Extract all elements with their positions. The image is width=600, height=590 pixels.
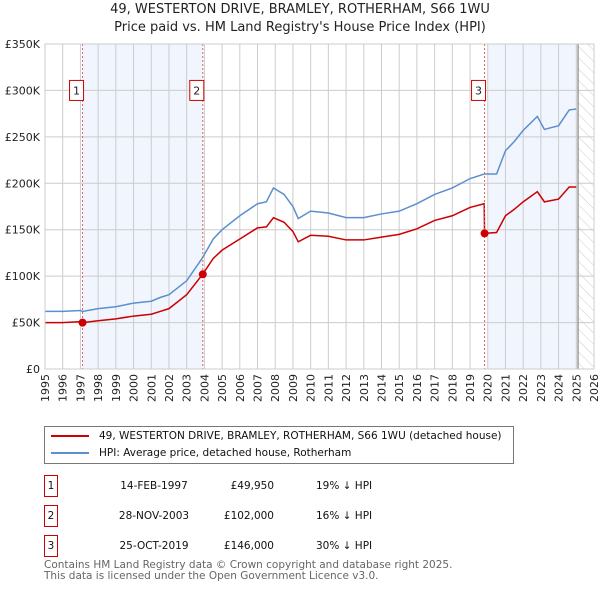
legend-label: 49, WESTERTON DRIVE, BRAMLEY, ROTHERHAM,… [99, 430, 502, 442]
sale-price: £146,000 [223, 540, 274, 552]
y-tick-label: £0 [26, 363, 40, 376]
x-tick-label: 2011 [322, 374, 335, 402]
x-tick-label: 2021 [499, 374, 512, 402]
x-tick-label: 1999 [110, 374, 123, 402]
y-tick-label: £250K [5, 131, 41, 144]
x-tick-label: 2003 [181, 374, 194, 402]
x-tick-label: 2016 [411, 374, 424, 402]
x-tick-label: 2023 [535, 374, 548, 402]
x-tick-label: 2006 [234, 374, 247, 402]
x-tick-label: 2001 [145, 374, 158, 402]
x-tick-label: 2020 [482, 374, 495, 402]
sale-number: 1 [44, 475, 58, 497]
sale-label-box [69, 79, 85, 101]
hpi-line [45, 108, 577, 313]
x-tick-label: 2010 [305, 374, 318, 402]
x-tick-label: 2019 [464, 374, 477, 402]
y-tick-label: £50K [12, 317, 41, 330]
x-tick-label: 2024 [553, 374, 566, 402]
sale-row: 3 25-OCT-2019 £146,000 30% ↓ HPI [44, 535, 504, 557]
shaded-region [487, 44, 579, 369]
x-tick-label: 1998 [92, 374, 105, 402]
footer-licence: This data is licensed under the Open Gov… [44, 570, 379, 582]
sale-date: 28-NOV-2003 [118, 510, 190, 522]
x-tick-label: 2004 [198, 374, 211, 402]
x-tick-label: 2018 [446, 374, 459, 402]
x-tick-label: 2007 [252, 374, 265, 402]
x-tick-label: 2026 [588, 374, 600, 402]
sale-label: 3 [475, 84, 482, 97]
sale-price: £102,000 [223, 510, 274, 522]
chart-title: 49, WESTERTON DRIVE, BRAMLEY, ROTHERHAM,… [110, 2, 490, 17]
legend-swatch-red [51, 435, 89, 437]
sale-number: 3 [44, 535, 58, 557]
sale-point [78, 318, 87, 327]
x-tick-label: 2014 [375, 374, 388, 402]
sale-point [480, 229, 489, 238]
sale-number: 2 [44, 505, 58, 527]
x-tick-label: 2015 [393, 374, 406, 402]
x-tick-label: 2022 [517, 374, 530, 402]
x-tick-label: 2009 [287, 374, 300, 402]
x-tick-label: 1996 [57, 374, 70, 402]
sale-date: 25-OCT-2019 [119, 540, 189, 552]
sale-label: 2 [193, 84, 200, 97]
sale-hpi-diff: 30% ↓ HPI [316, 540, 373, 552]
x-tick-label: 2017 [429, 374, 442, 402]
y-tick-label: £300K [5, 84, 41, 97]
legend-item-property: 49, WESTERTON DRIVE, BRAMLEY, ROTHERHAM,… [51, 427, 502, 445]
x-tick-label: 2005 [216, 374, 229, 402]
sale-label-box [189, 79, 205, 101]
x-tick-label: 2025 [570, 374, 583, 402]
legend-swatch-blue [51, 452, 89, 454]
sale-hpi-diff: 16% ↓ HPI [316, 510, 373, 522]
forecast-hatch [578, 44, 594, 369]
sale-point [198, 270, 207, 279]
legend-label: HPI: Average price, detached house, Roth… [99, 447, 352, 459]
y-tick-label: £100K [5, 270, 41, 283]
sale-row: 1 14-FEB-1997 £49,950 19% ↓ HPI [44, 475, 504, 497]
legend-item-hpi: HPI: Average price, detached house, Roth… [51, 444, 351, 462]
sale-price: £49,950 [230, 480, 274, 492]
x-tick-label: 1995 [39, 374, 52, 402]
chart-subtitle: Price paid vs. HM Land Registry's House … [114, 20, 486, 35]
footer: Contains HM Land Registry data © Crown c… [44, 560, 452, 582]
y-tick-label: £350K [5, 38, 41, 51]
sale-date: 14-FEB-1997 [120, 480, 188, 492]
x-tick-label: 2008 [269, 374, 282, 402]
y-tick-label: £200K [5, 177, 41, 190]
sale-row: 2 28-NOV-2003 £102,000 16% ↓ HPI [44, 505, 504, 527]
x-tick-label: 2013 [358, 374, 371, 402]
x-tick-label: 2012 [340, 374, 353, 402]
x-tick-label: 2002 [163, 374, 176, 402]
plot-area: 1995 1996 1997 1998 1999 2000 2001 2002 2003 2004… [5, 38, 600, 402]
plot-border [44, 43, 595, 370]
x-tick-label: 1997 [74, 374, 87, 402]
sale-hpi-diff: 19% ↓ HPI [316, 480, 373, 492]
y-tick-label: £150K [5, 224, 41, 237]
price-paid-line [45, 186, 577, 324]
sale-label: 1 [73, 84, 80, 97]
legend: 49, WESTERTON DRIVE, BRAMLEY, ROTHERHAM,… [44, 426, 514, 464]
sale-label-box [471, 79, 487, 101]
footer-copyright: Contains HM Land Registry data © Crown c… [44, 559, 453, 571]
x-tick-label: 2000 [128, 374, 141, 402]
